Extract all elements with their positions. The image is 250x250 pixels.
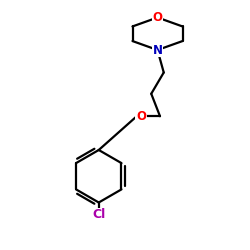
Text: N: N — [152, 44, 162, 57]
Text: O: O — [136, 110, 146, 123]
Text: O: O — [152, 11, 162, 24]
Text: Cl: Cl — [92, 208, 106, 222]
